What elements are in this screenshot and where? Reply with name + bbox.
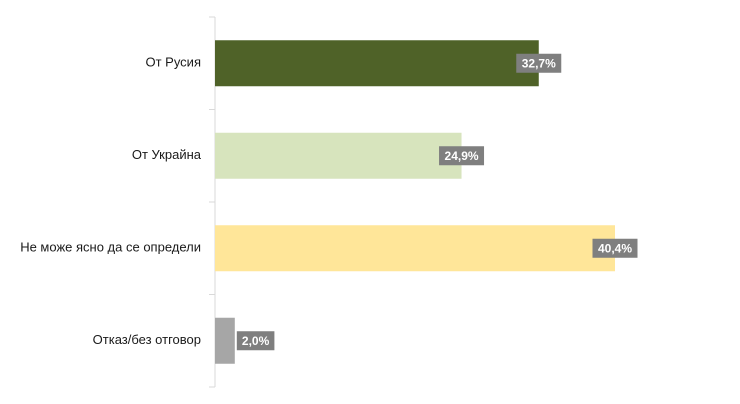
data-label-box	[439, 146, 485, 166]
bar	[215, 317, 235, 364]
category-label: Не може ясно да се определи	[20, 240, 201, 255]
category-label: Отказ/без отговор	[93, 332, 201, 347]
data-label: 24,9%	[445, 149, 479, 163]
bar	[215, 132, 462, 179]
category-label: От Русия	[145, 55, 201, 70]
data-label: 40,4%	[598, 241, 632, 255]
category-label: От Украйна	[132, 147, 202, 162]
data-label-box	[516, 53, 562, 73]
data-label: 2,0%	[242, 334, 270, 348]
data-label-box	[592, 238, 638, 258]
bar	[215, 40, 539, 87]
data-label: 32,7%	[522, 56, 556, 70]
bar	[215, 225, 615, 272]
data-label-box	[236, 331, 275, 351]
